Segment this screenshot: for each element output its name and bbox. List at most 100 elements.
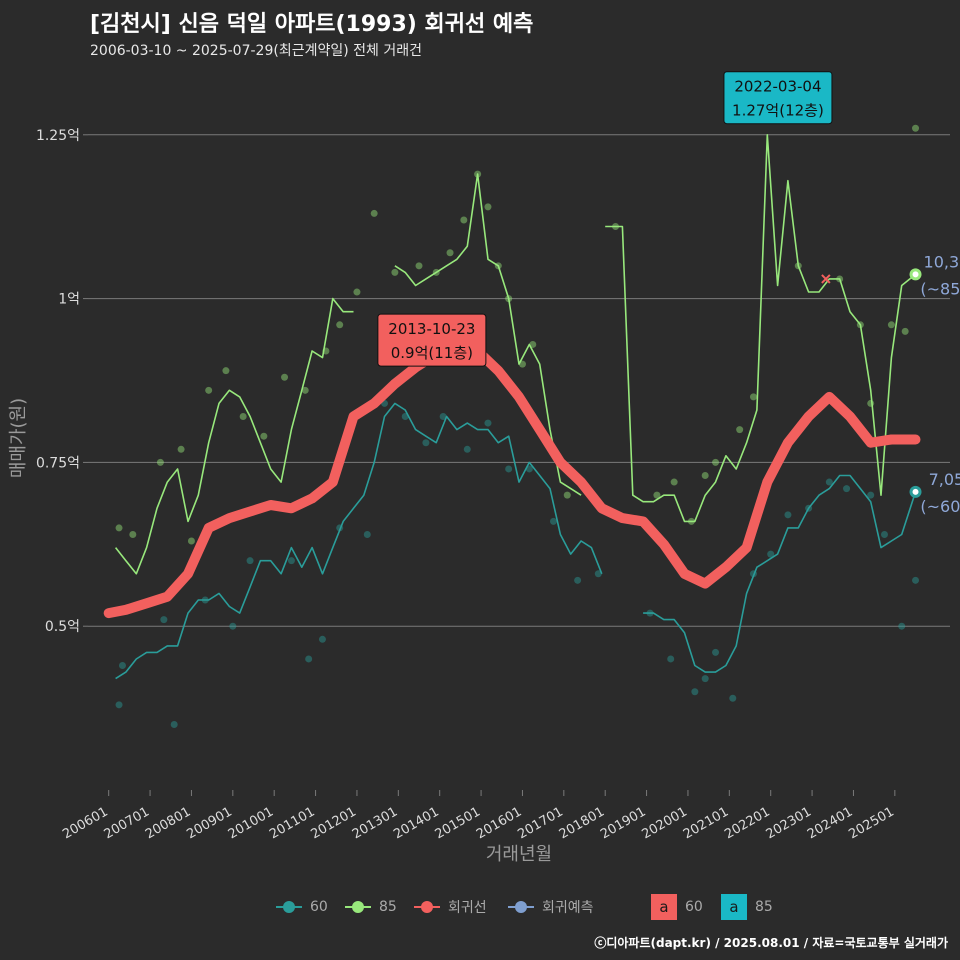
point-60-25 [691, 688, 699, 696]
legend-box-label-85: 85 [755, 899, 773, 915]
legend-key-85 [345, 897, 371, 917]
y-axis-title: 매매가(원) [8, 398, 29, 478]
annotation-box-60 [377, 313, 487, 367]
point-85-28 [563, 491, 571, 499]
point-60-27 [712, 648, 720, 656]
point-85-9 [281, 373, 289, 381]
point-60-11 [363, 530, 371, 538]
point-60-34 [843, 485, 851, 493]
point-60-18 [505, 465, 513, 473]
point-85-35 [736, 426, 744, 434]
point-60-20 [549, 517, 557, 525]
x-tick-label-2: 200801 [143, 804, 193, 842]
y-tick-label-3: 1.25억 [36, 128, 80, 144]
legend-label-forecast: 회귀예측 [542, 900, 594, 916]
legend-key-60 [276, 897, 302, 917]
legend-label-60: 60 [310, 899, 328, 915]
annotation-date-85: 2022-03-04 [734, 78, 821, 96]
point-60-3 [170, 720, 178, 728]
point-85-19 [446, 249, 454, 257]
point-85-33 [701, 472, 709, 480]
x-tick-label-16: 202201 [722, 804, 772, 842]
point-85-30 [653, 491, 661, 499]
x-tick-label-8: 201401 [391, 804, 441, 842]
point-60-15 [439, 413, 447, 421]
annotation-value-85: 1.27억(12층) [732, 102, 824, 120]
point-85-22 [484, 203, 492, 211]
x-axis-title: 거래년월 [486, 844, 552, 865]
x-tick-label-14: 202001 [639, 804, 689, 842]
x-tick-label-10: 201601 [474, 804, 524, 842]
legend-key-regression [414, 897, 440, 917]
legend-item-60[interactable]: 60 [276, 893, 328, 921]
point-60-30 [767, 550, 775, 558]
point-85-7 [239, 413, 247, 421]
x-tick-label-5: 201101 [267, 804, 317, 842]
point-60-38 [912, 576, 920, 584]
legend-box-60: a [651, 894, 677, 920]
point-85-34 [712, 458, 720, 466]
point-60-9 [318, 635, 326, 643]
legend: 60 85 회귀선 회귀예측 a 60 a 85 [0, 893, 960, 921]
regression-line [103, 339, 921, 619]
point-60-0 [115, 701, 123, 709]
point-85-15 [391, 268, 399, 276]
point-85-14 [370, 209, 378, 217]
point-60-37 [898, 622, 906, 630]
point-60-6 [246, 557, 254, 565]
legend-box-label-60: 60 [685, 899, 703, 915]
legend-box-item-60[interactable]: a 60 [651, 893, 703, 921]
legend-item-regression[interactable]: 회귀선 [414, 893, 487, 921]
point-85-36 [749, 393, 757, 401]
legend-key-forecast [508, 897, 534, 917]
point-85-1 [129, 530, 137, 538]
point-85-2 [156, 458, 164, 466]
series-line-85-segment-2 [605, 134, 917, 523]
point-60-22 [594, 570, 602, 578]
point-85-31 [670, 478, 678, 486]
annotation-value-60: 0.9억(11층) [391, 344, 473, 362]
point-60-7 [287, 557, 295, 565]
point-60-26 [701, 675, 709, 683]
legend-item-85[interactable]: 85 [345, 893, 397, 921]
point-60-28 [729, 694, 737, 702]
series-line-85-segment-1 [394, 173, 582, 496]
point-85-44 [912, 124, 920, 132]
point-60-17 [484, 419, 492, 427]
point-85-6 [222, 367, 230, 375]
chart-title: [김천시] 신음 덕일 아파트(1993) 회귀선 예측 [90, 12, 534, 37]
x-tick-label-0: 200601 [60, 804, 110, 842]
end-label-area-60: (~60㎡) [920, 497, 960, 516]
point-85-41 [867, 399, 875, 407]
legend-label-regression: 회귀선 [448, 900, 487, 916]
point-85-42 [887, 321, 895, 329]
point-85-4 [187, 537, 195, 545]
x-tick-label-11: 201701 [515, 804, 565, 842]
legend-item-forecast[interactable]: 회귀예측 [508, 893, 594, 921]
series-line-60-segment-0 [115, 402, 603, 680]
point-60-14 [422, 439, 430, 447]
point-60-21 [574, 576, 582, 584]
point-85-5 [205, 386, 213, 394]
point-60-16 [463, 445, 471, 453]
point-85-0 [115, 524, 123, 532]
series-line-60-segment-1 [643, 474, 917, 673]
point-85-10 [301, 386, 309, 394]
legend-box-item-85[interactable]: a 85 [721, 893, 773, 921]
point-60-33 [825, 478, 833, 486]
x-tick-label-17: 202301 [764, 804, 814, 842]
x-tick-label-1: 200701 [102, 804, 152, 842]
chart-subtitle: 2006-03-10 ~ 2025-07-29(최근계약일) 전체 거래건 [90, 43, 422, 59]
point-85-13 [353, 288, 361, 296]
x-tick-label-15: 202101 [681, 804, 731, 842]
annotation-box-85 [723, 71, 833, 125]
x-tick-label-18: 202401 [805, 804, 855, 842]
point-60-24 [667, 655, 675, 663]
point-85-8 [260, 432, 268, 440]
point-85-12 [336, 321, 344, 329]
x-tick-label-9: 201501 [433, 804, 483, 842]
point-60-31 [784, 511, 792, 519]
y-tick-label-0: 0.5억 [45, 619, 80, 635]
point-85-3 [177, 445, 185, 453]
